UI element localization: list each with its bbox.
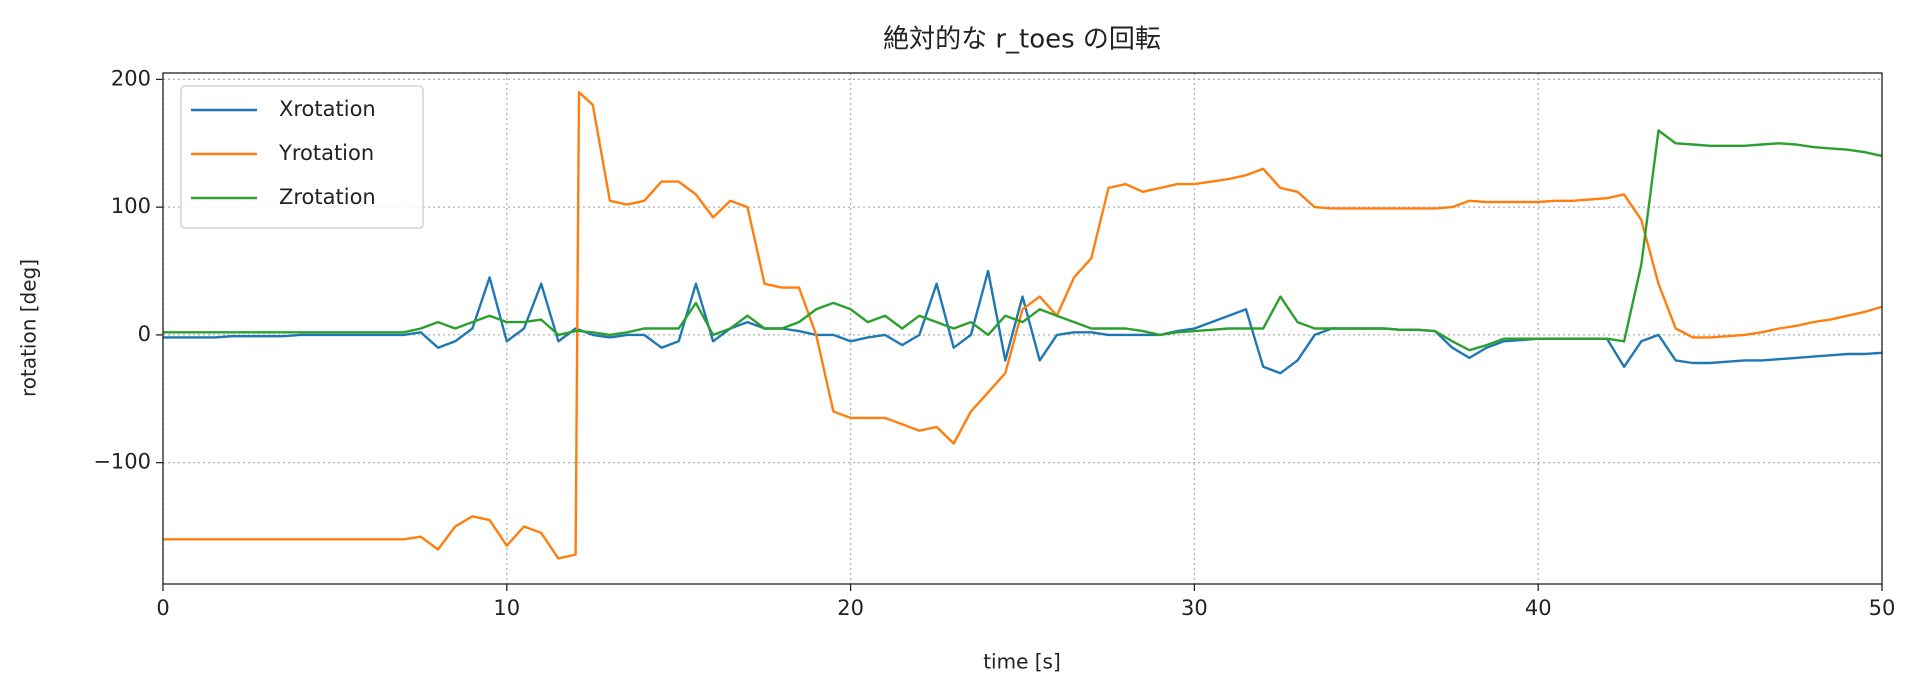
y-tick-label: −100 <box>93 450 151 474</box>
y-tick-label: 100 <box>111 194 151 218</box>
legend-box <box>180 85 424 229</box>
x-axis-label: time [s] <box>983 650 1061 674</box>
y-tick-label: 200 <box>111 66 151 90</box>
x-tick-label: 30 <box>1181 596 1208 620</box>
x-tick-label: 10 <box>493 596 520 620</box>
legend-label: Zrotation <box>279 185 376 209</box>
x-tick-label: 0 <box>156 596 169 620</box>
series-line <box>163 91 1882 560</box>
y-axis-label: rotation [deg] <box>17 259 41 397</box>
series-line <box>163 129 1882 352</box>
y-tick-label: 0 <box>138 322 151 346</box>
legend-label: Yrotation <box>278 141 374 165</box>
x-tick-label: 40 <box>1525 596 1552 620</box>
x-tick-label: 20 <box>837 596 864 620</box>
plot-frame <box>162 72 1883 585</box>
x-tick-label: 50 <box>1869 596 1896 620</box>
legend-label: Xrotation <box>279 97 376 121</box>
chart-title: 絶対的な r_toes の回転 <box>883 25 1161 55</box>
